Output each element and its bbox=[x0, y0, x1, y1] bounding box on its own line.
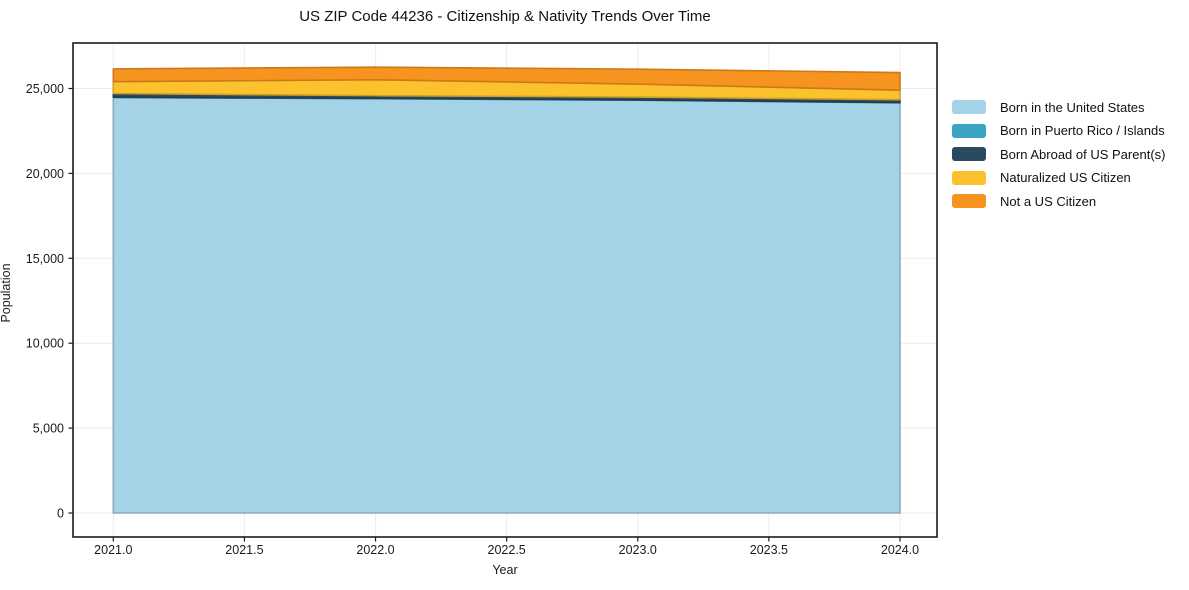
y-tick-label: 20,000 bbox=[26, 167, 64, 181]
x-axis-label: Year bbox=[492, 563, 518, 577]
chart-title: US ZIP Code 44236 - Citizenship & Nativi… bbox=[299, 8, 711, 25]
legend-item: Born in the United States bbox=[952, 99, 1165, 115]
y-tick-label: 25,000 bbox=[26, 82, 64, 96]
legend-label: Born in the United States bbox=[1000, 99, 1145, 115]
legend-label: Born Abroad of US Parent(s) bbox=[1000, 146, 1166, 162]
y-tick-label: 10,000 bbox=[26, 337, 64, 351]
y-axis-label: Population bbox=[0, 263, 13, 323]
legend-swatch-icon bbox=[952, 123, 986, 138]
legend-swatch-icon bbox=[952, 100, 986, 114]
x-tick-label: 2024.0 bbox=[881, 543, 919, 557]
y-tick-label: 0 bbox=[57, 507, 64, 521]
legend-swatch-icon bbox=[952, 194, 986, 208]
x-tick-label: 2021.5 bbox=[225, 543, 263, 557]
y-tick-label: 15,000 bbox=[26, 252, 64, 266]
legend-item: Not a US Citizen bbox=[952, 193, 1165, 209]
legend-item: Born Abroad of US Parent(s) bbox=[952, 146, 1166, 162]
x-tick-label: 2023.5 bbox=[750, 543, 788, 557]
x-tick-label: 2022.5 bbox=[488, 543, 526, 557]
x-tick-label: 2023.0 bbox=[619, 543, 657, 557]
x-tick-label: 2022.0 bbox=[356, 543, 394, 557]
area-born-in-the-united-states bbox=[112, 96, 901, 514]
legend-swatch-icon bbox=[952, 170, 986, 185]
legend-item: Born in Puerto Rico / Islands bbox=[952, 123, 1165, 138]
area-not-a-us-citizen bbox=[112, 66, 901, 91]
legend-label: Not a US Citizen bbox=[1000, 193, 1097, 209]
y-tick-label: 5,000 bbox=[33, 422, 64, 436]
x-tick-label: 2021.0 bbox=[94, 543, 132, 557]
legend-swatch-icon bbox=[952, 147, 986, 161]
legend-label: Born in Puerto Rico / Islands bbox=[1000, 123, 1165, 138]
plot-border bbox=[72, 42, 938, 538]
legend: Born in the United States Born in Puerto … bbox=[952, 99, 1166, 209]
legend-label: Naturalized US Citizen bbox=[1000, 170, 1131, 185]
legend-item: Naturalized US Citizen bbox=[952, 170, 1165, 185]
